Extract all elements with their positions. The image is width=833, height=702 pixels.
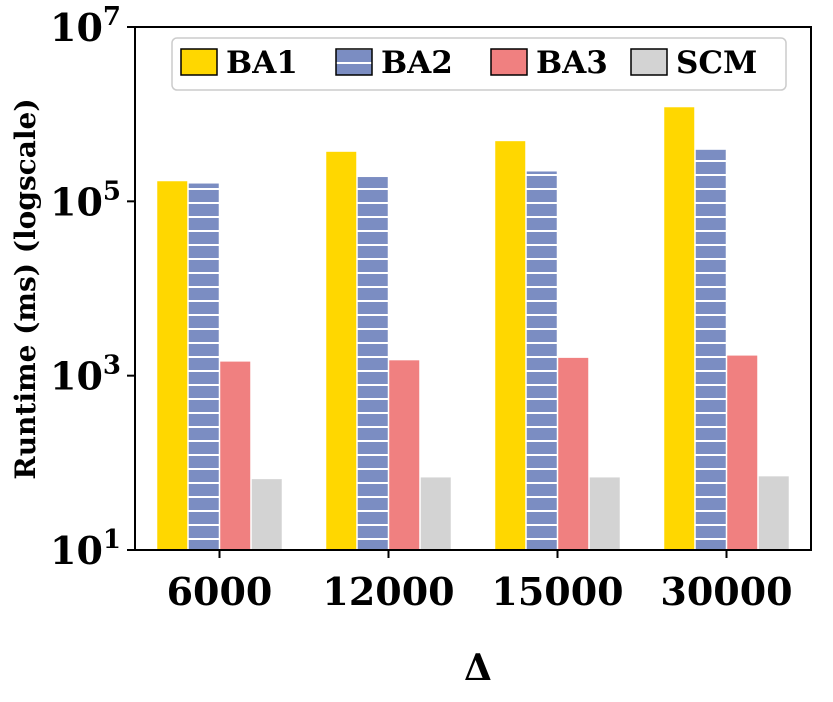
x-axis-title: Δ [464,647,492,689]
plot-area-frame [134,26,812,551]
legend-label-ba3: BA3 [536,45,608,81]
y-tick-label: 101 [50,525,121,573]
bar-ba1-15000 [495,141,526,550]
bar-ba2-6000 [188,183,219,550]
x-tick-label-30000: 30000 [660,569,792,614]
bar-ba3-30000 [727,355,758,550]
bar-ba1-6000 [157,181,188,551]
legend-label-ba2: BA2 [381,45,453,81]
bar-ba1-30000 [664,107,695,550]
legend-swatch-ba3 [490,48,528,76]
y-tick-label: 105 [50,176,121,224]
bar-scm-30000 [758,476,789,550]
x-tick-label-12000: 12000 [322,569,454,614]
bar-ba2-30000 [695,149,726,550]
legend-label-ba1: BA1 [226,45,298,81]
bar-scm-12000 [420,477,451,550]
legend-swatch-ba2 [335,48,373,76]
legend-swatch-scm [630,48,668,76]
y-tick-label: 107 [50,2,121,50]
bar-ba2-15000 [526,171,557,551]
y-tick-label: 103 [50,351,121,399]
legend-swatch-ba1 [180,48,218,76]
bar-ba3-6000 [220,361,251,550]
bar-ba3-12000 [389,360,420,550]
x-tick-label-15000: 15000 [491,569,623,614]
bar-scm-15000 [589,477,620,550]
y-axis-title: Runtime (ms) (logscale) [9,98,42,479]
legend-label-scm: SCM [676,45,757,81]
bar-ba3-15000 [558,357,589,550]
y-axis: 101 103 105 107 [50,2,135,573]
bars-group [157,107,789,551]
bar-scm-6000 [251,479,282,550]
x-axis: 6000 12000 15000 30000 [167,550,793,614]
bar-ba1-12000 [326,151,357,550]
bar-ba2-12000 [357,177,388,550]
x-tick-label-6000: 6000 [167,569,273,614]
legend: BA1 BA2 BA3 SCM [171,37,787,91]
